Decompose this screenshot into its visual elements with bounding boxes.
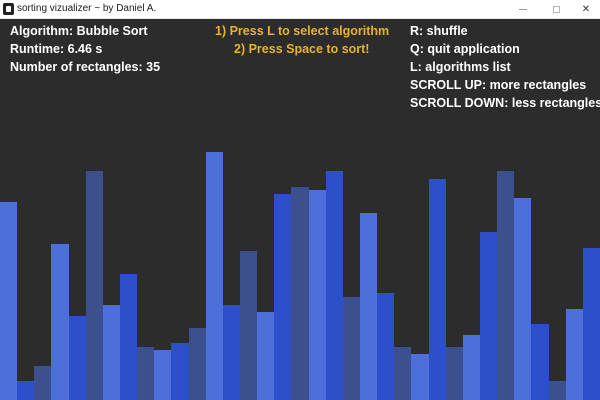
sort-bar <box>17 381 34 400</box>
sort-bar <box>274 194 291 400</box>
sort-bar <box>531 324 549 400</box>
sort-bar <box>480 232 497 400</box>
sort-bar <box>514 198 531 400</box>
sort-bar <box>0 202 17 400</box>
sort-bar <box>326 171 343 400</box>
sort-bar <box>566 309 583 400</box>
instruction-step-1: 1) Press L to select algorithm <box>215 24 390 38</box>
minimize-icon <box>519 9 527 10</box>
sort-bar <box>377 293 394 400</box>
control-shuffle: R: shuffle <box>410 24 468 38</box>
sort-bar <box>291 187 309 400</box>
sort-bar <box>189 328 206 400</box>
sort-bar <box>497 171 514 400</box>
window-title: sorting vizualizer ~ by Daniel A. <box>17 3 157 14</box>
sort-bar <box>549 381 566 400</box>
control-scroll-up: SCROLL UP: more rectangles <box>410 78 587 92</box>
sort-bar <box>411 354 429 400</box>
sort-bar <box>86 171 103 400</box>
sort-bar <box>51 244 69 400</box>
sort-bar <box>103 305 120 400</box>
visualizer-canvas[interactable]: Algorithm: Bubble Sort Runtime: 6.46 s N… <box>0 19 600 400</box>
app-icon <box>3 3 14 15</box>
sort-bar <box>360 213 377 400</box>
sort-bar <box>394 347 411 400</box>
bars-container <box>0 19 600 400</box>
sort-bar <box>463 335 480 400</box>
sort-bar <box>154 350 171 400</box>
maximize-button[interactable] <box>541 0 571 19</box>
sort-bar <box>446 347 463 400</box>
sort-bar <box>257 312 274 400</box>
minimize-button[interactable] <box>508 0 538 19</box>
sort-bar <box>309 190 326 400</box>
sort-bar <box>34 366 51 400</box>
sort-bar <box>240 251 257 400</box>
control-quit: Q: quit application <box>410 42 520 56</box>
sort-bar <box>69 316 86 400</box>
sort-bar <box>583 248 600 400</box>
sort-bar <box>137 347 154 400</box>
rectangle-count-label: Number of rectangles: 35 <box>10 60 161 74</box>
sort-bar <box>171 343 189 400</box>
sort-bar <box>343 297 360 400</box>
close-button[interactable]: ✕ <box>571 0 600 19</box>
runtime-label: Runtime: 6.46 s <box>10 42 103 56</box>
title-bar[interactable]: sorting vizualizer ~ by Daniel A. ✕ <box>0 0 600 19</box>
sort-bar <box>429 179 446 400</box>
sort-bar <box>223 305 240 400</box>
control-algorithms-list: L: algorithms list <box>410 60 511 74</box>
instruction-step-2: 2) Press Space to sort! <box>234 42 370 56</box>
sort-bar <box>120 274 137 400</box>
algorithm-label: Algorithm: Bubble Sort <box>10 24 148 38</box>
maximize-icon <box>552 6 560 13</box>
sort-bar <box>206 152 223 400</box>
control-scroll-down: SCROLL DOWN: less rectangles <box>410 96 600 110</box>
close-icon: ✕ <box>581 4 591 15</box>
